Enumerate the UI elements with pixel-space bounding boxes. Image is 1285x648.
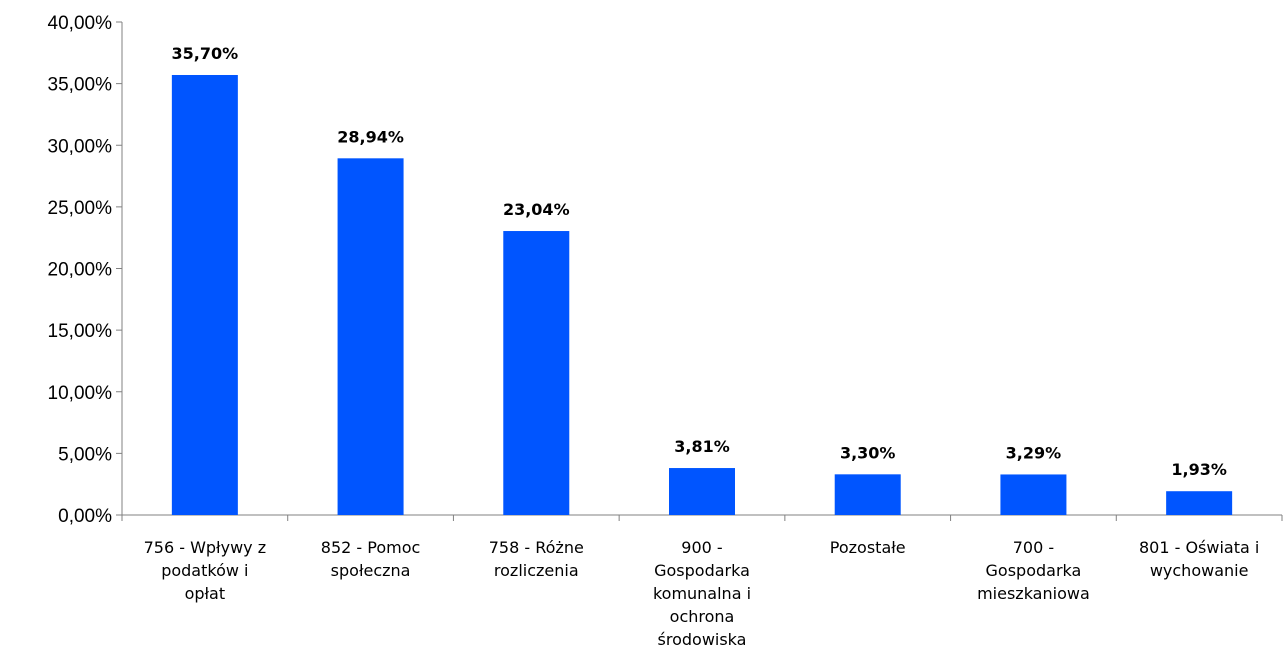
bar xyxy=(834,474,901,515)
x-tick-label: 852 - Pomoc społeczna xyxy=(321,538,421,580)
category-labels: 756 - Wpływy z podatków i opłat 852 - Pomoc… xyxy=(144,538,1260,648)
x-tick-label: Pozostałe xyxy=(830,538,906,557)
y-tick-label: 5,00% xyxy=(58,444,112,465)
bar xyxy=(171,74,238,515)
x-tick-label: 758 - Różne rozliczenia xyxy=(489,538,584,580)
y-tick-label: 30,00% xyxy=(48,136,113,157)
data-labels: 35,70% 28,94% 23,04% 3,81% 3,30% 3,29% 1,93% xyxy=(172,44,1227,479)
y-axis: 0,00% 5,00% 10,00% 15,00% 20,00% 25,00% 30,00%… xyxy=(48,13,123,527)
bar xyxy=(669,468,735,515)
data-label: 3,81% xyxy=(674,437,730,456)
y-tick-label: 35,00% xyxy=(48,75,113,96)
bar xyxy=(1000,474,1067,515)
y-tick-label: 40,00% xyxy=(48,13,113,34)
data-label: 28,94% xyxy=(337,127,404,146)
y-tick-label: 0,00% xyxy=(58,506,112,527)
x-tick-label: 900 -Gospodarka komunalna i ochrona środowi… xyxy=(653,538,751,648)
y-tick-label: 10,00% xyxy=(48,383,113,404)
bars xyxy=(171,74,1233,516)
bar xyxy=(1166,491,1233,515)
data-label: 1,93% xyxy=(1171,460,1227,479)
data-label: 23,04% xyxy=(503,200,570,219)
x-tick-label: 801 - Oświata i wychowanie xyxy=(1139,538,1259,580)
x-tick-label: 756 - Wpływy z podatków i opłat xyxy=(144,538,267,603)
y-tick-label: 15,00% xyxy=(48,321,113,342)
data-label: 3,29% xyxy=(1006,443,1062,462)
bar xyxy=(503,231,570,516)
y-tick-label: 20,00% xyxy=(48,260,113,281)
bar xyxy=(337,158,404,515)
data-label: 3,30% xyxy=(840,443,896,462)
x-tick-label: 700 -Gospodarka mieszkaniowa xyxy=(977,538,1090,603)
y-tick-label: 25,00% xyxy=(48,198,113,219)
data-label: 35,70% xyxy=(172,44,239,63)
x-axis xyxy=(121,514,1283,521)
